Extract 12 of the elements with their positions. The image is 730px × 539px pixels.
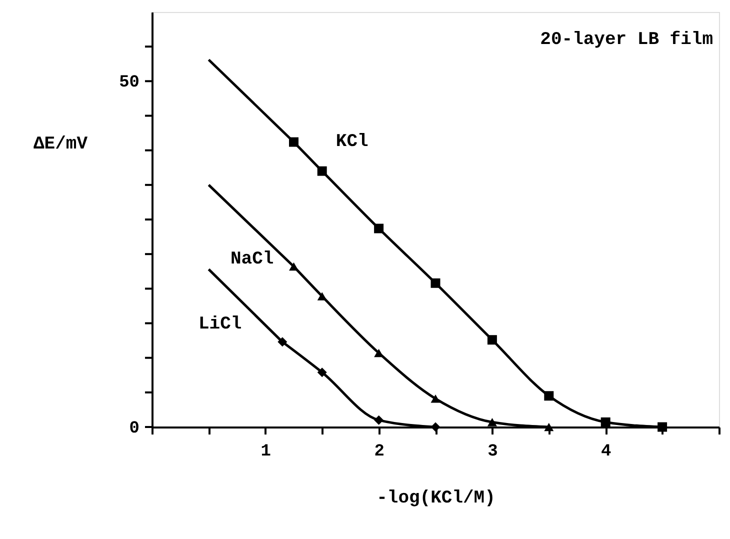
y-axis-title: ΔE/mV	[33, 134, 88, 154]
y-tick-label: 50	[119, 74, 140, 93]
x-tick-label: 4	[601, 442, 612, 462]
text: LiCl	[198, 314, 242, 334]
y-tick-label: 0	[129, 420, 140, 438]
x-axis-title: -log(KCl/M)	[376, 488, 496, 508]
x-tick-label: 3	[488, 442, 498, 462]
series-label: KCl	[336, 132, 368, 152]
annotation: 20-layer LB film	[540, 30, 714, 50]
x-tick-label: 1	[260, 442, 271, 462]
x-tick-label: 2	[374, 442, 384, 462]
series-label: NaCl	[230, 249, 274, 270]
